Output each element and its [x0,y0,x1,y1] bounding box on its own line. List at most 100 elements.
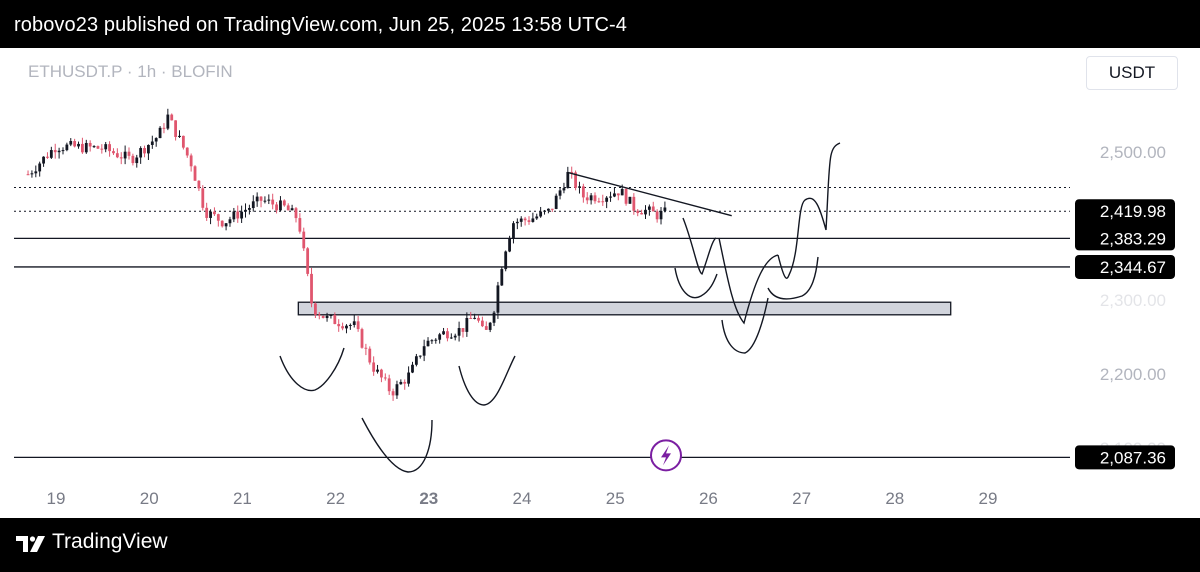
candle-body [65,144,69,151]
candle-body [663,207,667,211]
date-tick-label: 23 [419,489,438,508]
candle-body [442,331,445,335]
candle-body [609,196,612,198]
candle-body [150,141,154,145]
candle-body [259,196,263,201]
candle-body [488,322,492,330]
candle-body [84,142,88,153]
candle-body [535,216,539,219]
candle-body [473,317,477,319]
candle-body [636,210,640,214]
candle-body [201,188,205,208]
candle-body [170,114,174,121]
candle-body [30,173,34,175]
date-tick-label: 21 [233,489,252,508]
candle-body [644,209,647,215]
candle-body [515,221,519,224]
candle-body [115,153,119,158]
candle-body [399,381,403,385]
candle-body [407,372,411,384]
candle-body [360,329,364,348]
tradingview-logo-icon [16,536,45,552]
symbol-title[interactable]: ETHUSDT.P · 1h · BLOFIN [28,62,233,81]
candle-body [368,348,372,363]
candle-body [651,206,655,212]
drawn-curve-3 [682,217,717,275]
candle-body [228,219,232,224]
candle-body [88,142,92,147]
candle-body [236,211,240,219]
price-tag-value: 2,087.36 [1100,448,1166,467]
candle-body [581,186,585,198]
drawn-curve-4 [674,267,718,299]
candle-body [123,151,127,159]
candle-body [81,143,84,153]
candle-body [306,248,310,274]
candle-body [240,211,244,219]
candle-body [42,156,45,164]
candle-body [492,312,496,323]
drawn-curve-1 [361,417,433,473]
candle-body [605,197,609,202]
candle-body [554,195,558,209]
date-tick-label: 27 [792,489,811,508]
candle-body [46,156,49,158]
candle-body [69,141,73,145]
support-zone-rect [297,301,952,316]
price-chart[interactable]: 2,500.002,300.002,200.002,100.00 1920212… [0,48,1200,518]
lightning-icon[interactable] [650,439,682,472]
candle-body [216,214,220,221]
price-tags: 2,419.9801:102,383.292,344.672,087.36 [1075,199,1175,470]
currency-label[interactable]: USDT [1086,56,1178,90]
candle-body [508,237,511,252]
candle-body [585,197,589,201]
candle-body [504,251,508,270]
price-tick-label: 2,200.00 [1100,365,1166,384]
drawn-curve-5 [718,237,779,325]
price-axis[interactable]: 2,500.002,300.002,200.002,100.00 [1100,143,1166,458]
drawn-curve-6 [721,297,769,354]
candle-body [77,143,80,147]
candle-body [345,325,348,329]
price-tag-box [1075,445,1175,470]
footer-bar [0,518,1200,572]
candle-body [139,148,143,158]
candle-body [154,138,158,142]
candle-body [453,335,457,338]
candle-body [193,166,197,181]
drawn-curve-8 [777,142,841,279]
candle-body [34,171,38,174]
candle-body [255,196,259,202]
candlesticks [26,108,667,401]
candle-body [380,369,383,378]
candle-body [333,314,337,325]
candle-body [527,220,531,222]
candle-body [484,326,488,330]
candle-body [127,151,131,156]
time-axis[interactable]: 19 20 21 22 23 24 25 26 27 28 29 [47,489,998,508]
candle-body [147,144,150,154]
candle-body [578,186,581,188]
candle-body [562,188,566,191]
candle-body [574,172,577,188]
date-tick-label: 29 [979,489,998,508]
date-tick-label: 26 [699,489,718,508]
candle-body [640,213,644,215]
date-tick-label: 19 [47,489,66,508]
candle-body [403,381,407,384]
candle-body [263,200,267,202]
candle-body [543,210,546,212]
chart-panel[interactable] [0,48,1200,518]
candle-body [197,180,201,189]
candle-body [566,171,570,189]
candle-body [500,269,504,286]
price-tag-value: 2,419.98 [1100,202,1166,221]
candle-body [189,155,193,167]
candle-body [383,377,387,379]
candle-body [593,195,597,202]
price-tag-value: 2,344.67 [1100,258,1166,277]
candle-body [438,334,442,340]
candle-body [282,200,286,206]
candle-body [96,146,100,149]
candle-body [434,339,438,341]
